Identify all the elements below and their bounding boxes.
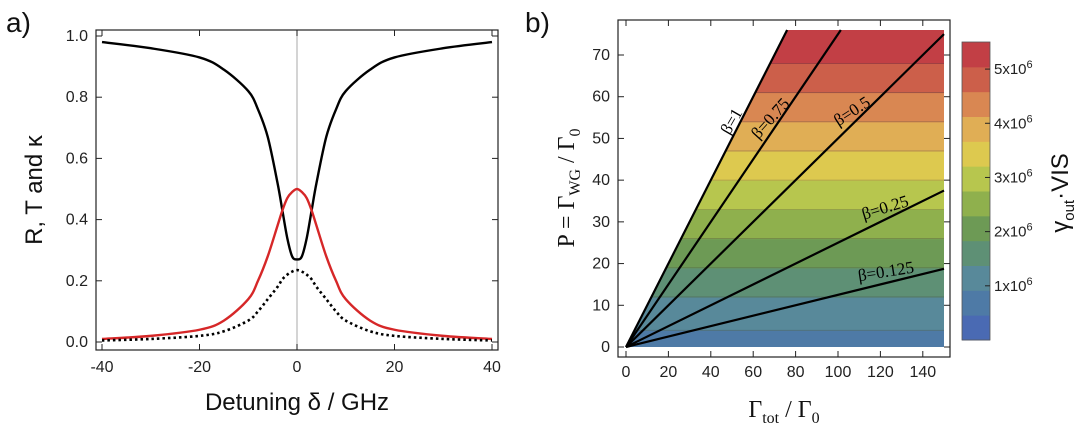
y-tick-label: 40 xyxy=(592,172,610,189)
panel-b-frame xyxy=(617,19,951,358)
x-tick-label: 120 xyxy=(867,364,894,381)
contour-band xyxy=(626,121,944,152)
panel-b: b) β=1 β=0.75 β=0.5β=0.25β=0.125 0 20 40 60 80… xyxy=(525,7,1078,425)
x-tick-label: 40 xyxy=(702,364,720,381)
contour-band xyxy=(626,209,944,240)
y-tick-label: 1.0 xyxy=(66,28,88,45)
colorbar-label-sub: out xyxy=(1061,199,1078,221)
colorbar-ticks: 1x106 2x106 3x106 4x106 5x106 xyxy=(985,59,1033,295)
colorbar-frame xyxy=(961,41,991,341)
colorbar-band xyxy=(962,42,990,68)
panel-b-y-axis-label-sub2: 0 xyxy=(567,128,584,136)
colorbar-tick-label: 4x106 xyxy=(994,113,1033,132)
colorbar-label-main: γ xyxy=(1047,221,1074,233)
panel-a-y-axis-label: R, T and κ xyxy=(21,134,48,245)
y-tick-label: 10 xyxy=(592,297,610,314)
y-tick-label: 0.8 xyxy=(66,89,88,106)
panel-a-x-axis-label: Detuning δ / GHz xyxy=(205,389,389,416)
colorbar-tick-label: 2x106 xyxy=(994,222,1033,241)
panel-a: a) -40 -20 0 20 40 0.0 0.2 0.4 0.6 0.8 1.0 Detunin… xyxy=(6,7,501,416)
contour-band xyxy=(618,347,950,357)
panel-b-x-axis-label: Γtot / Γ0 xyxy=(748,397,819,425)
series-line-2 xyxy=(101,187,493,341)
series-line-3 xyxy=(101,268,493,342)
colorbar-band xyxy=(962,215,990,242)
colorbar-label-rest: ·VIS xyxy=(1047,153,1074,200)
colorbar-band xyxy=(962,91,990,117)
beta-line xyxy=(625,189,945,348)
x-tick-label: 20 xyxy=(660,364,678,381)
x-tick-label: 80 xyxy=(787,364,805,381)
x-tick-label: 140 xyxy=(909,364,936,381)
x-tick-label: 100 xyxy=(825,364,852,381)
beta-line xyxy=(625,29,842,348)
y-tick-label: 0 xyxy=(601,339,610,356)
series-line-1 xyxy=(101,40,493,261)
colorbar-band xyxy=(962,141,990,167)
contour-band xyxy=(626,330,944,347)
colorbar xyxy=(961,41,991,341)
y-tick-label: 0.4 xyxy=(66,212,88,229)
y-tick-label: 70 xyxy=(592,47,610,64)
y-tick-label: 30 xyxy=(592,214,610,231)
colorbar-band xyxy=(962,290,990,316)
panel-b-y-axis-label-main: P = Γ xyxy=(554,196,580,248)
panel-a-label: a) xyxy=(6,7,31,38)
y-tick-label: 0.0 xyxy=(66,334,88,351)
colorbar-band xyxy=(962,265,990,291)
y-tick-label: 50 xyxy=(592,130,610,147)
colorbar-tick-label: 5x106 xyxy=(994,59,1033,78)
contour-band xyxy=(626,150,944,181)
panel-a-plot-area xyxy=(101,30,493,350)
panel-b-ticks: 0 20 40 60 80 100 120 140 0 10 20 30 40 50 60 70 xyxy=(592,20,950,381)
colorbar-band xyxy=(962,116,990,142)
y-tick-label: 0.2 xyxy=(66,273,88,290)
colorbar-tick-label: 3x106 xyxy=(994,167,1033,186)
y-tick-label: 60 xyxy=(592,89,610,106)
x-tick-label: 0 xyxy=(622,364,631,381)
panel-a-ticks: -40 -20 0 20 40 0.0 0.2 0.4 0.6 0.8 1.0 xyxy=(66,28,501,376)
y-tick-label: 0.6 xyxy=(66,150,88,167)
panel-b-x-axis-label-sub2: 0 xyxy=(812,410,820,425)
beta-line xyxy=(625,267,945,349)
panel-b-y-axis-label: P = ΓWG / Γ0 xyxy=(554,128,584,247)
colorbar-tick-label: 1x106 xyxy=(994,276,1033,295)
x-tick-label: 0 xyxy=(293,359,302,376)
colorbar-band xyxy=(962,315,990,341)
y-tick-label: 20 xyxy=(592,256,610,273)
colorbar-band xyxy=(962,191,990,217)
panel-b-label: b) xyxy=(525,7,550,38)
colorbar-label: γout·VIS xyxy=(1047,153,1078,233)
panel-b-y-axis-label-mid: / Γ xyxy=(554,136,580,169)
beta-line xyxy=(625,29,789,348)
panel-b-x-axis-label-main: Γ xyxy=(748,397,762,423)
x-tick-label: 20 xyxy=(386,359,404,376)
x-tick-label: 40 xyxy=(483,359,501,376)
colorbar-band xyxy=(962,166,990,192)
colorbar-band xyxy=(962,66,990,93)
x-tick-label: -40 xyxy=(90,359,113,376)
panel-b-x-axis-label-mid: / Γ xyxy=(779,397,812,423)
panel-b-y-axis-label-sub: WG xyxy=(567,169,584,196)
x-tick-label: 60 xyxy=(744,364,762,381)
contour-band xyxy=(626,296,944,331)
x-tick-label: -20 xyxy=(188,359,211,376)
panel-b-x-axis-label-sub: tot xyxy=(762,410,779,425)
beta-line xyxy=(625,33,945,348)
colorbar-band xyxy=(962,240,990,266)
